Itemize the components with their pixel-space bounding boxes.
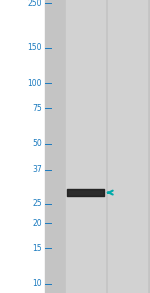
Text: 150: 150: [27, 43, 42, 52]
Text: 25: 25: [32, 200, 42, 209]
Text: 37: 37: [32, 165, 42, 174]
Text: 250: 250: [27, 0, 42, 8]
Text: 15: 15: [32, 244, 42, 253]
Text: 100: 100: [27, 79, 42, 88]
Text: 20: 20: [32, 219, 42, 228]
Text: 10: 10: [32, 279, 42, 288]
Text: 75: 75: [32, 104, 42, 113]
Text: 50: 50: [32, 139, 42, 148]
